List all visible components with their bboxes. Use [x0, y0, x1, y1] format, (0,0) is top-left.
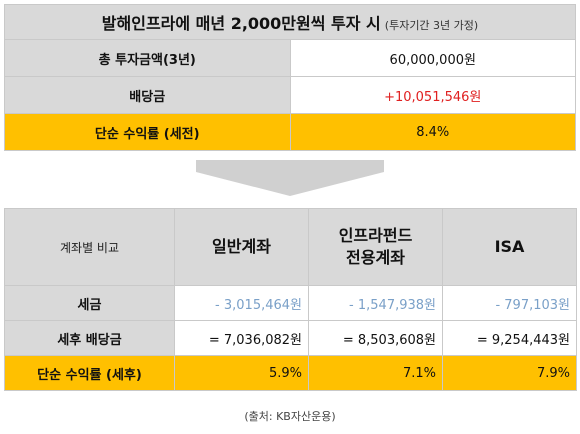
- table-cell: = 8,503,608원: [308, 320, 443, 356]
- summary-value: 60,000,000원: [289, 39, 576, 77]
- column-header-general-account: 일반계좌: [174, 208, 309, 286]
- summary-label: 배당금: [4, 76, 291, 114]
- column-header-infra-fund-account: 인프라펀드 전용계좌: [308, 208, 443, 286]
- investment-summary-table: 발해인프라에 매년 2,000만원씩 투자 시 (투자기간 3년 가정) 총 투자…: [4, 4, 576, 151]
- comparison-header-row: 계좌별 비교 일반계좌 인프라펀드 전용계좌 ISA: [4, 208, 577, 286]
- column-header-line: 인프라펀드: [338, 226, 413, 245]
- column-header-isa: ISA: [442, 208, 577, 286]
- table-cell: 7.9%: [442, 355, 577, 391]
- row-label: 세후 배당금: [4, 320, 175, 356]
- table-cell: - 3,015,464원: [174, 285, 309, 321]
- comparison-row-after-tax-dividend: 세후 배당금 = 7,036,082원 = 8,503,608원 = 9,254…: [4, 320, 577, 356]
- summary-title-cell: 발해인프라에 매년 2,000만원씩 투자 시 (투자기간 3년 가정): [4, 4, 576, 40]
- summary-label: 총 투자금액(3년): [4, 39, 291, 77]
- table-cell: - 797,103원: [442, 285, 577, 321]
- comparison-row-tax: 세금 - 3,015,464원 - 1,547,938원 - 797,103원: [4, 285, 577, 321]
- source-caption: (출처: KB자산운용): [244, 410, 336, 423]
- table-cell: = 9,254,443원: [442, 320, 577, 356]
- account-comparison-table: 계좌별 비교 일반계좌 인프라펀드 전용계좌 ISA 세금 - 3,015,46…: [4, 208, 577, 391]
- summary-title-row: 발해인프라에 매년 2,000만원씩 투자 시 (투자기간 3년 가정): [4, 4, 576, 40]
- column-header-line: ISA: [494, 237, 525, 256]
- summary-row-pretax-return: 단순 수익률 (세전) 8.4%: [4, 113, 576, 151]
- summary-label: 단순 수익률 (세전): [4, 113, 291, 151]
- table-cell: 5.9%: [174, 355, 309, 391]
- comparison-corner-label: 계좌별 비교: [4, 208, 175, 286]
- chevron-down-icon: [196, 160, 384, 196]
- comparison-row-after-tax-return: 단순 수익률 (세후) 5.9% 7.1% 7.9%: [4, 355, 577, 391]
- row-label: 단순 수익률 (세후): [4, 355, 175, 391]
- table-cell: - 1,547,938원: [308, 285, 443, 321]
- row-label: 세금: [4, 285, 175, 321]
- table-cell: 7.1%: [308, 355, 443, 391]
- column-header-line: 일반계좌: [212, 237, 271, 256]
- summary-row-dividend: 배당금 +10,051,546원: [4, 76, 576, 114]
- summary-row-total-investment: 총 투자금액(3년) 60,000,000원: [4, 39, 576, 77]
- summary-title: 발해인프라에 매년 2,000만원씩 투자 시: [101, 14, 381, 33]
- summary-value: 8.4%: [289, 113, 576, 151]
- column-header-line: 전용계좌: [346, 248, 405, 267]
- summary-subtitle: (투자기간 3년 가정): [384, 19, 479, 32]
- table-cell: = 7,036,082원: [174, 320, 309, 356]
- summary-value: +10,051,546원: [289, 76, 576, 114]
- chevron-shape: [196, 160, 384, 196]
